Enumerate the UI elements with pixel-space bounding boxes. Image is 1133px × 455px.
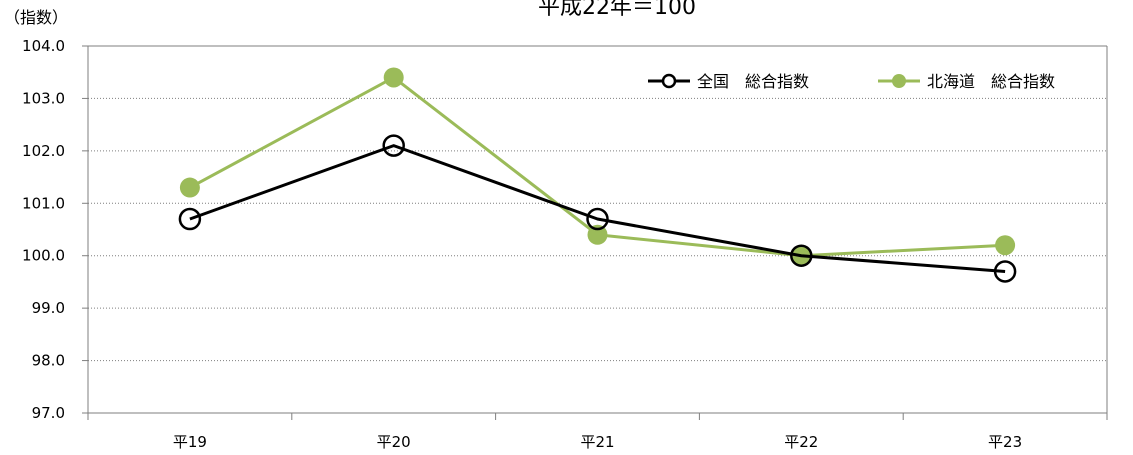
- x-tick-label-4: 平23: [988, 433, 1022, 451]
- y-tick-label-3: 100.0: [22, 247, 65, 265]
- series-1: [179, 67, 1016, 266]
- x-tick-label-3: 平22: [784, 433, 818, 451]
- data-point-s0-2: [586, 207, 609, 231]
- data-point-s0-3: [790, 244, 813, 267]
- legend-marker-hokkaido: [892, 74, 906, 88]
- data-point-s0-4: [993, 260, 1017, 283]
- gridlines: [88, 45, 1107, 362]
- data-point-s0-0: [178, 207, 202, 231]
- data-point-s1-0: [179, 177, 200, 198]
- x-tick-label-1: 平20: [377, 433, 411, 451]
- y-tick-label-6: 103.0: [22, 89, 65, 107]
- series-line-0: [189, 144, 1006, 273]
- x-tick-labels: 平19 平20 平21 平22 平23: [173, 433, 1022, 451]
- y-tick-labels: 97.0 98.0 99.0 100.0 101.0 102.0 103.0 104.0: [22, 37, 65, 422]
- data-point-s1-4: [995, 235, 1016, 256]
- y-tick-label-4: 101.0: [22, 194, 65, 212]
- y-tick-label-5: 102.0: [22, 142, 65, 160]
- y-tick-label-1: 98.0: [32, 352, 65, 370]
- y-tick-label-0: 97.0: [32, 404, 65, 422]
- legend: 全国 総合指数 北海道 総合指数: [648, 72, 1055, 91]
- y-tick-label-7: 104.0: [22, 37, 65, 55]
- legend-marker-national: [661, 73, 677, 89]
- axes: [82, 45, 1108, 420]
- data-point-s1-1: [383, 67, 404, 88]
- series-layer: [178, 67, 1017, 283]
- legend-label-hokkaido: 北海道 総合指数: [927, 72, 1055, 91]
- x-tick-label-0: 平19: [173, 433, 207, 451]
- x-tick-label-2: 平21: [580, 433, 614, 451]
- series-0: [178, 134, 1017, 283]
- y-axis-label: （指数）: [4, 8, 68, 27]
- y-tick-label-2: 99.0: [32, 299, 65, 317]
- chart-title: 平成22年＝100: [538, 0, 696, 20]
- data-point-s0-1: [382, 134, 405, 157]
- legend-label-national: 全国 総合指数: [697, 72, 809, 91]
- data-point-s1-2: [587, 224, 608, 245]
